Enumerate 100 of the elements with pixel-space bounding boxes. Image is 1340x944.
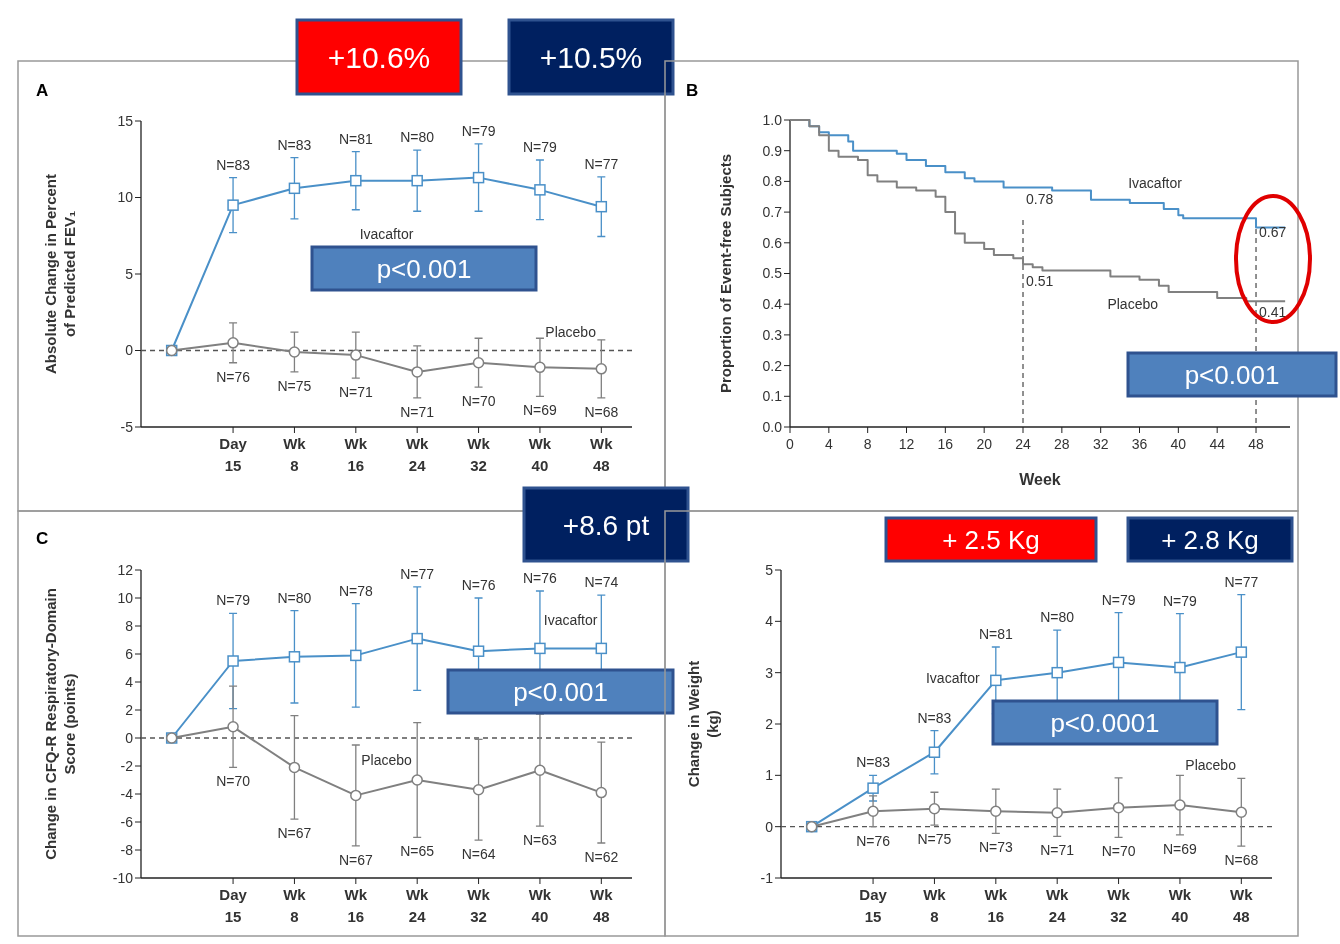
annotation: N=75 (917, 831, 952, 848)
y-tick-label: 0.4 (762, 296, 783, 313)
series-label: Ivacaftor (543, 612, 598, 629)
annotation: N=83 (917, 709, 952, 726)
y-tick-label: 6 (125, 645, 134, 662)
annotation: N=79 (1101, 591, 1136, 608)
callout-box: p<0.001 (310, 245, 538, 292)
annotation: N=83 (856, 754, 891, 771)
annotation: N=70 (216, 773, 251, 790)
y-tick-label: 0.2 (762, 357, 783, 374)
x-tick-label: Wk 40 (1168, 886, 1192, 925)
x-tick-label: 28 (1054, 436, 1070, 452)
x-axis-title: Week (1019, 471, 1061, 488)
annotation: N=77 (1224, 573, 1259, 590)
y-tick-label: 5 (765, 561, 774, 578)
y-tick-label: -2 (120, 757, 134, 774)
series-label: Ivacaftor (926, 669, 981, 686)
chart-title: B (686, 81, 699, 100)
x-tick-label: Wk 48 (1230, 886, 1254, 925)
callout-box: +10.6% (295, 18, 463, 96)
x-tick-label: Wk 32 (467, 435, 491, 474)
annotation: N=67 (277, 825, 312, 842)
annotation: p<0.0001 (1050, 707, 1160, 738)
series-label: Placebo (1185, 756, 1237, 773)
x-tick-label: Wk 16 (984, 886, 1008, 925)
annotation: N=68 (584, 403, 619, 420)
annotation: N=81 (338, 130, 373, 147)
y-tick-label: 0 (125, 729, 134, 746)
y-tick-label: 0.8 (762, 173, 783, 190)
x-tick-label: Day 15 (219, 886, 248, 925)
x-tick-label: 48 (1248, 436, 1265, 452)
y-tick-label: 4 (765, 613, 774, 630)
y-tick-label: 15 (117, 112, 134, 129)
annotation: N=67 (338, 851, 373, 868)
x-tick-label: 20 (976, 436, 993, 452)
x-tick-label: Wk 48 (590, 886, 614, 925)
annotation: N=64 (461, 846, 496, 863)
y-tick-label: -5 (120, 418, 134, 435)
annotation: 0.78 (1026, 190, 1054, 207)
y-tick-label: 0 (125, 342, 134, 359)
annotation: N=83 (216, 156, 251, 173)
annotation: N=75 (277, 377, 312, 394)
x-tick-label: 12 (898, 436, 915, 452)
annotation: p<0.001 (1184, 359, 1280, 390)
x-tick-label: 24 (1015, 436, 1032, 452)
x-tick-label: Wk 24 (405, 435, 430, 474)
x-tick-label: 36 (1131, 436, 1148, 452)
x-tick-label: 4 (824, 436, 833, 452)
annotation: N=65 (400, 843, 435, 860)
annotation: N=79 (1163, 592, 1198, 609)
y-tick-label: 2 (765, 715, 774, 732)
x-tick-label: Day 15 (219, 435, 248, 474)
y-axis-title: Proportion of Event-free Subjects (717, 153, 734, 394)
annotation: N=70 (461, 393, 496, 410)
y-tick-label: -8 (120, 841, 134, 858)
x-tick-label: Wk 40 (528, 886, 552, 925)
annotation: p<0.001 (376, 253, 472, 284)
annotation: N=71 (338, 383, 373, 400)
y-axis-title: Change in CFQ-R Respiratory-Domain Score (points) (41, 588, 78, 860)
chart-title: C (36, 529, 49, 548)
y-tick-label: 0 (765, 818, 774, 835)
annotation: N=62 (584, 848, 619, 865)
annotation: N=78 (338, 582, 373, 599)
annotation: N=70 (1101, 843, 1136, 860)
annotation: 0.51 (1026, 273, 1054, 290)
x-tick-label: Wk 24 (1045, 886, 1070, 925)
x-tick-label: Wk 8 (283, 886, 307, 925)
y-tick-label: 12 (117, 561, 134, 578)
annotation: N=71 (400, 403, 435, 420)
annotation: N=74 (584, 574, 619, 591)
annotation: 0.41 (1259, 304, 1287, 321)
annotation: N=77 (400, 565, 435, 582)
x-tick-label: Wk 48 (590, 435, 614, 474)
x-tick-label: Wk 8 (283, 435, 307, 474)
y-tick-label: 0.3 (762, 326, 783, 343)
x-tick-label: 0 (786, 436, 795, 452)
annotation: N=79 (523, 138, 558, 155)
chart-title: A (36, 81, 49, 100)
annotation: N=79 (216, 592, 251, 609)
annotation: N=83 (277, 136, 312, 153)
x-tick-label: 40 (1170, 436, 1187, 452)
y-tick-label: -4 (120, 785, 134, 802)
annotation: N=68 (1224, 852, 1259, 869)
annotation: N=81 (978, 625, 1013, 642)
y-tick-label: 5 (125, 265, 134, 282)
y-tick-label: 2 (125, 701, 134, 718)
annotation: N=79 (461, 122, 496, 139)
annotation: p<0.001 (513, 676, 608, 707)
annotation: N=76 (856, 832, 891, 849)
y-tick-label: 0.0 (762, 418, 783, 435)
annotation: N=80 (400, 128, 435, 145)
y-tick-label: 10 (117, 189, 134, 206)
annotation: 0.67 (1259, 224, 1287, 241)
annotation: N=76 (523, 569, 558, 586)
callout-box: p<0.001 (1126, 351, 1338, 398)
series-label: Placebo (1107, 296, 1159, 313)
annotation: N=80 (277, 589, 312, 606)
callout-box: +10.5% (507, 18, 675, 96)
y-tick-label: 10 (117, 589, 134, 606)
annotation: N=69 (523, 402, 558, 419)
